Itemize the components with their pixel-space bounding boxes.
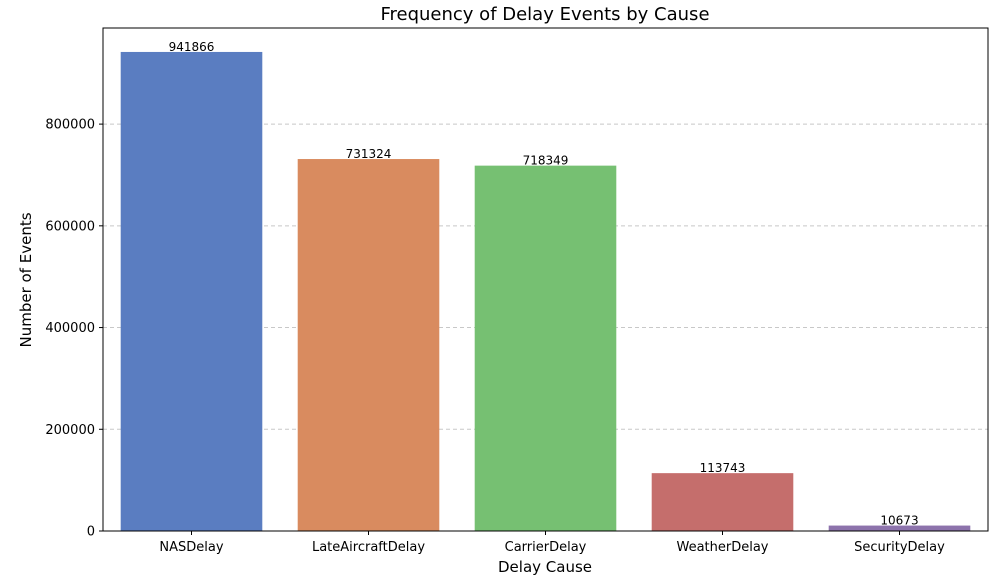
data-labels: 941866 731324 718349 113743 10673 [169,40,919,528]
x-tick-label: CarrierDelay [505,540,587,555]
bar-lateaircraftdelay [297,159,440,532]
data-label-nasdelay: 941866 [169,40,215,54]
y-tick-label: 600000 [45,219,95,234]
data-label-securitydelay: 10673 [880,514,918,528]
chart-title: Frequency of Delay Events by Cause [380,4,709,25]
y-tick-label: 800000 [45,118,95,133]
data-label-lateaircraftdelay: 731324 [346,147,392,161]
bar-nasdelay [120,51,263,531]
data-label-carrierdelay: 718349 [523,154,569,168]
y-axis: 0 200000 400000 600000 800000 [45,118,103,540]
bar-carrierdelay [474,165,617,531]
x-axis-label: Delay Cause [498,558,592,576]
bar-weatherdelay [651,473,794,531]
bar-securitydelay [828,525,971,531]
y-tick-label: 200000 [45,423,95,438]
x-axis: NASDelay LateAircraftDelay CarrierDelay Wea… [159,531,945,555]
x-tick-label: SecurityDelay [854,540,945,555]
y-axis-label: Number of Events [17,212,35,347]
y-tick-label: 400000 [45,321,95,336]
x-tick-label: NASDelay [159,540,223,555]
x-tick-label: LateAircraftDelay [312,540,425,555]
y-tick-label: 0 [87,525,95,540]
x-tick-label: WeatherDelay [676,540,768,555]
bars [120,51,971,532]
data-label-weatherdelay: 113743 [700,461,746,475]
